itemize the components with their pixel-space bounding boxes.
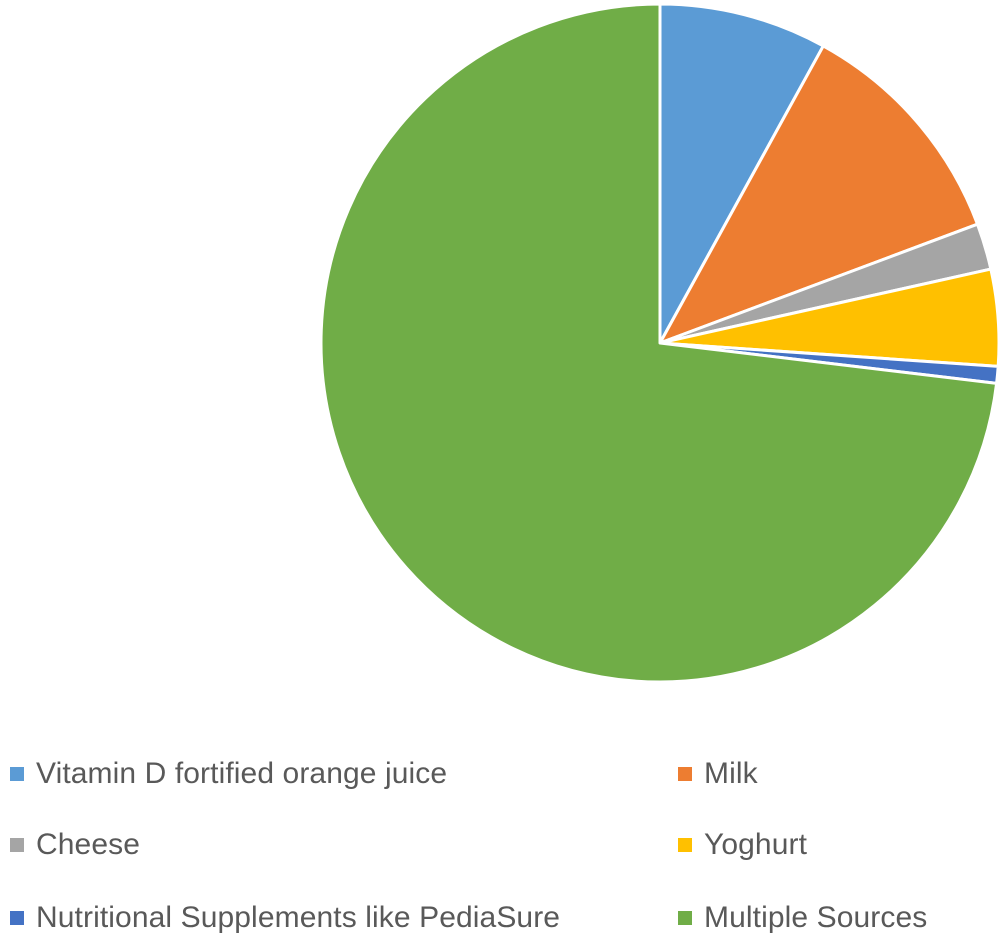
pie-chart	[319, 2, 1001, 684]
legend-label-milk: Milk	[704, 757, 758, 790]
legend-item-vitamin-d-orange-juice: Vitamin D fortified orange juice	[10, 754, 447, 794]
legend-item-yoghurt: Yoghurt	[678, 825, 807, 865]
pie-slice-multiple-sources	[319, 2, 999, 684]
pie-slice-milk	[658, 44, 979, 345]
legend-label-yoghurt: Yoghurt	[704, 828, 808, 861]
legend-swatch-multiple-sources	[678, 911, 692, 925]
legend-label-cheese: Cheese	[36, 828, 141, 861]
pie-slice-vitamin-d-fortified-orange-juice	[658, 2, 825, 345]
legend-swatch-nutritional-supplements	[10, 911, 24, 925]
legend-swatch-vitamin-d-orange-juice	[10, 767, 24, 781]
legend-swatch-cheese	[10, 838, 24, 852]
legend-item-cheese: Cheese	[10, 825, 140, 865]
legend-label-multiple-sources: Multiple Sources	[704, 901, 928, 934]
legend-label-nutritional-supplements: Nutritional Supplements like PediaSure	[36, 901, 561, 934]
legend-item-milk: Milk	[678, 754, 758, 794]
chart-legend: Vitamin D fortified orange juice Milk Ch…	[0, 738, 1004, 942]
legend-item-nutritional-supplements: Nutritional Supplements like PediaSure	[10, 898, 560, 938]
legend-swatch-milk	[678, 767, 692, 781]
legend-swatch-yoghurt	[678, 838, 692, 852]
legend-item-multiple-sources: Multiple Sources	[678, 898, 927, 938]
legend-label-vitamin-d-orange-juice: Vitamin D fortified orange juice	[36, 757, 448, 790]
